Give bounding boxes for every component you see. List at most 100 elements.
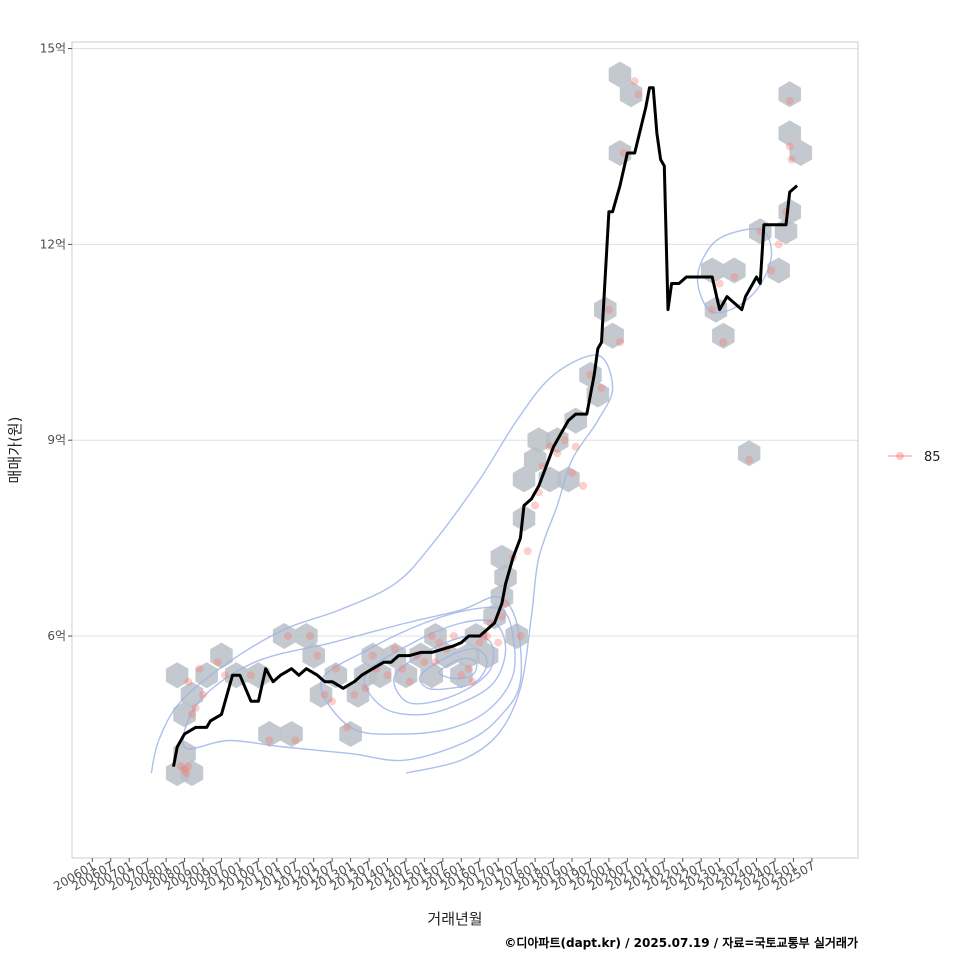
data-point-11	[246, 671, 255, 680]
data-point-54	[560, 436, 569, 445]
y-axis: 6억 9억 12억 15억	[40, 42, 72, 643]
hexbin-25	[420, 662, 443, 689]
data-point-57	[579, 481, 588, 490]
data-point-76	[785, 96, 794, 105]
data-point-68	[730, 273, 739, 282]
y-tick-label-3: 15억	[40, 42, 66, 56]
y-axis-title: 매매가(원)	[6, 417, 24, 484]
data-point-37	[464, 664, 473, 673]
data-point-61	[615, 338, 624, 347]
hexbin-61	[778, 120, 801, 147]
data-point-33	[435, 638, 444, 647]
hexbin-18	[346, 681, 370, 708]
hexbin-7	[210, 642, 233, 669]
hexbin-2	[180, 760, 204, 787]
hexbin-40	[527, 427, 551, 454]
point-layer	[176, 77, 796, 778]
data-point-0	[176, 762, 185, 771]
data-point-7	[195, 664, 204, 673]
data-point-36	[457, 671, 466, 680]
legend-label-85: 85	[924, 450, 941, 465]
data-point-39	[475, 638, 484, 647]
data-point-19	[331, 664, 340, 673]
hexbin-14	[302, 642, 325, 669]
data-point-13	[283, 632, 292, 641]
data-point-71	[767, 266, 776, 275]
data-point-20	[342, 723, 351, 732]
data-point-1	[180, 765, 189, 774]
data-point-21	[350, 690, 359, 699]
density-contour-6	[438, 657, 478, 680]
trend-line-layer	[172, 86, 799, 767]
data-point-47	[516, 632, 525, 641]
data-point-53	[553, 449, 562, 458]
data-point-3	[182, 769, 191, 778]
density-contour-layer	[150, 228, 773, 774]
data-point-27	[398, 664, 407, 673]
data-point-44	[497, 612, 506, 621]
data-point-59	[597, 383, 606, 392]
hexbin-54	[712, 322, 735, 349]
legend: 85	[888, 450, 941, 465]
data-point-41	[483, 632, 492, 641]
data-point-28	[405, 677, 414, 686]
data-point-72	[774, 240, 783, 249]
hexbin-48	[601, 322, 624, 349]
data-point-31	[427, 632, 436, 641]
x-axis-title: 거래년월	[427, 910, 482, 928]
hexbin-39	[523, 446, 547, 473]
series-line-85	[172, 86, 799, 767]
density-contour-1	[182, 595, 523, 762]
data-point-64	[634, 90, 643, 99]
data-point-14	[291, 736, 300, 745]
hexbin-17	[339, 721, 362, 747]
data-point-12	[265, 736, 274, 745]
data-point-63	[630, 77, 639, 86]
hexbin-63	[789, 140, 813, 166]
plot-panel	[71, 41, 859, 859]
data-point-5	[191, 703, 200, 712]
hexbin-5	[180, 681, 204, 708]
data-point-32	[431, 658, 440, 667]
hexbin-3	[173, 701, 196, 728]
hexbin-62	[778, 81, 801, 108]
hexbin-6	[195, 662, 218, 689]
data-point-74	[785, 142, 794, 151]
data-point-23	[368, 651, 377, 660]
data-point-38	[468, 677, 477, 686]
data-point-8	[199, 690, 207, 699]
data-point-30	[420, 658, 429, 667]
data-point-10	[221, 671, 230, 680]
density-contour-7	[696, 228, 773, 314]
data-point-43	[494, 638, 503, 647]
hexbin-50	[608, 61, 632, 88]
density-contour-4	[393, 635, 495, 705]
hexbin-1	[173, 740, 196, 767]
density-contour-3	[363, 619, 507, 716]
hexbin-28	[450, 662, 473, 689]
data-point-9	[213, 658, 222, 667]
data-point-55	[568, 468, 577, 477]
data-point-60	[604, 305, 613, 314]
data-point-48	[523, 547, 532, 556]
data-point-26	[390, 645, 399, 654]
data-point-67	[719, 338, 728, 347]
y-tick-label-2: 12억	[40, 237, 66, 251]
y-tick-label-0: 6억	[47, 629, 66, 643]
gridlines	[72, 48, 858, 637]
data-point-35	[449, 632, 458, 641]
x-axis: 2006012006072007012007072008012008072009…	[51, 858, 817, 894]
data-point-49	[531, 501, 540, 510]
data-point-25	[383, 671, 392, 680]
data-point-4	[187, 710, 196, 719]
hexbin-12	[280, 721, 303, 747]
hexbin-36	[505, 623, 528, 649]
chart-caption: ©디아파트(dapt.kr) / 2025.07.19 / 자료=국토교통부 실…	[504, 935, 858, 950]
data-point-66	[715, 279, 724, 288]
hexbin-10	[258, 721, 281, 747]
data-point-69	[745, 455, 754, 464]
hexbin-58	[767, 257, 790, 284]
hexbin-35	[494, 564, 517, 591]
hexbin-38	[512, 466, 536, 493]
